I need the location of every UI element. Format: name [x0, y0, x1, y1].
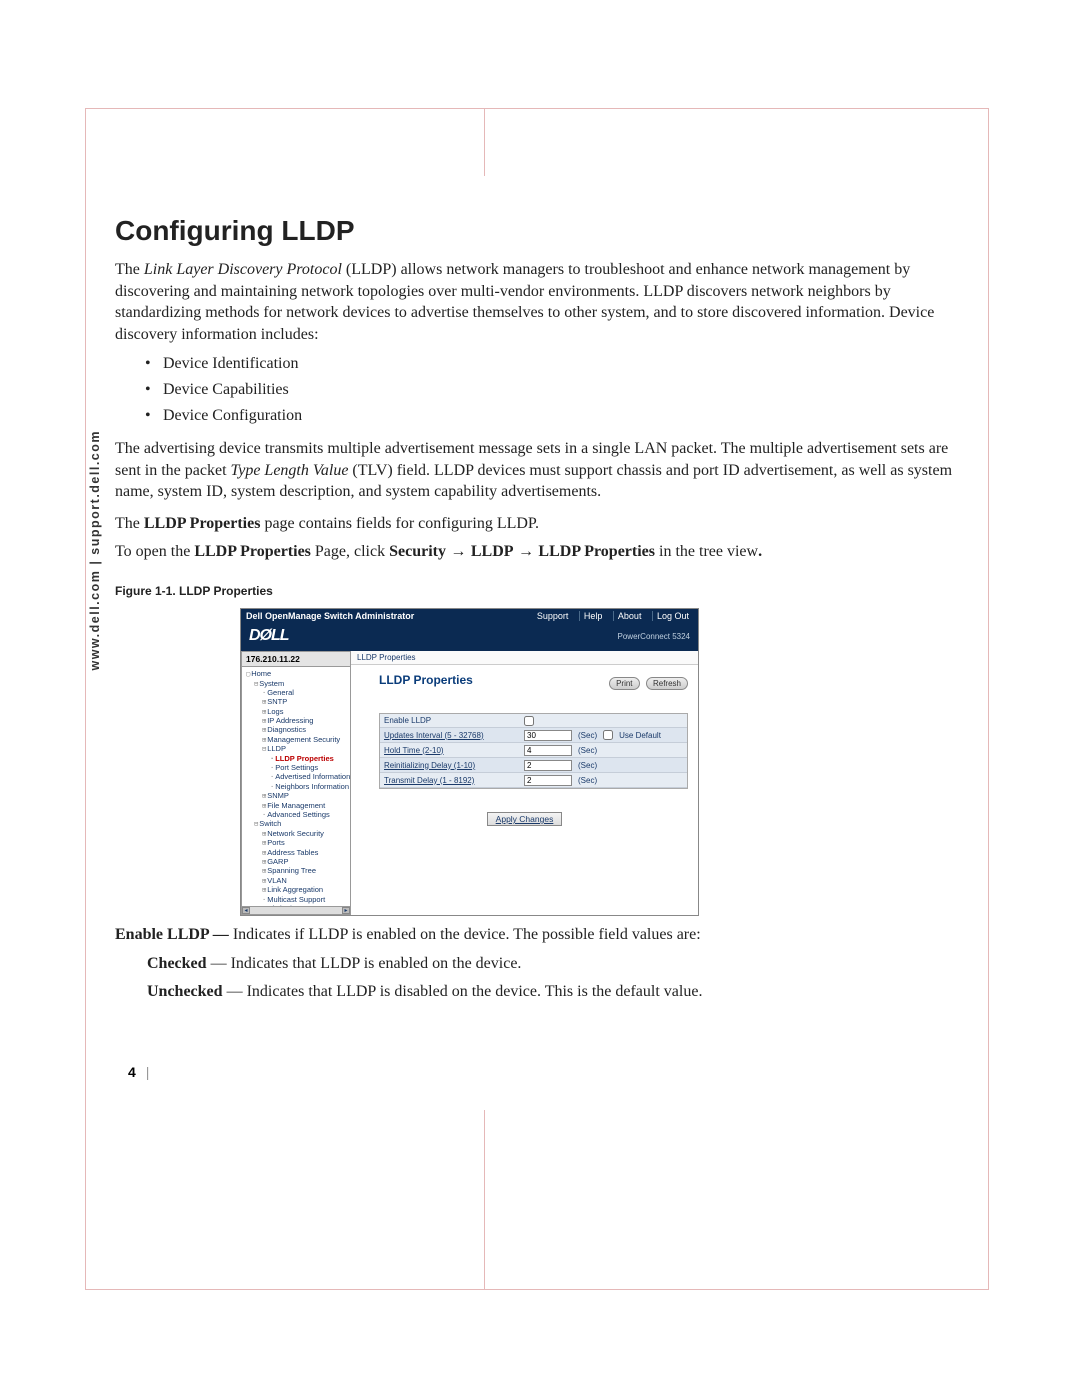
page-content: Configuring LLDP The Link Layer Discover…	[115, 215, 975, 1003]
tree-item[interactable]: ⊞VLAN	[246, 876, 348, 885]
lldp-screenshot: Dell OpenManage Switch Administrator Sup…	[240, 608, 699, 916]
row-hold: Hold Time (2-10) (Sec)	[380, 743, 687, 758]
updates-unit: (Sec)	[578, 731, 597, 740]
label-reinit: Reinitializing Delay (1-10)	[384, 761, 524, 770]
label-transmit: Transmit Delay (1 - 8192)	[384, 776, 524, 785]
def-checked: Checked — Indicates that LLDP is enabled…	[147, 953, 975, 975]
figure-caption: Figure 1-1. LLDP Properties	[115, 584, 975, 598]
tree-item[interactable]: ·Advanced Settings	[246, 810, 348, 819]
updates-input[interactable]	[524, 730, 572, 741]
tree-item[interactable]: ⊞Management Security	[246, 735, 348, 744]
tree-item[interactable]: ⊞Logs	[246, 707, 348, 716]
tree-scrollbar[interactable]: ◂▸	[242, 906, 350, 914]
def-enable: Enable LLDP — Indicates if LLDP is enabl…	[115, 924, 975, 946]
label-hold: Hold Time (2-10)	[384, 746, 524, 755]
top-crop-mark	[484, 108, 485, 176]
tree-item[interactable]: ⊞GARP	[246, 857, 348, 866]
tree-item[interactable]: ·Multicast Support	[246, 895, 348, 904]
label-enable: Enable LLDP	[384, 716, 524, 725]
print-button[interactable]: Print	[609, 677, 639, 690]
panel-header: LLDP Properties Print Refresh	[351, 665, 698, 695]
paragraph-nav: To open the LLDP Properties Page, click …	[115, 541, 975, 563]
apply-changes-button[interactable]: Apply Changes	[487, 812, 563, 826]
transmit-input[interactable]	[524, 775, 572, 786]
bottom-crop-mark	[484, 1110, 485, 1290]
row-enable-lldp: Enable LLDP	[380, 714, 687, 728]
tree-item[interactable]: ·General	[246, 688, 348, 697]
tree-item[interactable]: ▢Home	[246, 669, 348, 678]
nav-tree: 176.210.11.22 ▢Home⊟System·General⊞SNTP⊞…	[241, 651, 351, 915]
sidebar-url: www.dell.com | support.dell.com	[88, 430, 102, 671]
breadcrumb: LLDP Properties	[351, 651, 698, 665]
panel-buttons: Print Refresh	[607, 673, 688, 691]
tree-item[interactable]: ·Advertised Information	[246, 772, 348, 781]
window-titlebar: Dell OpenManage Switch Administrator Sup…	[241, 609, 698, 623]
def-unchecked: Unchecked — Indicates that LLDP is disab…	[147, 981, 975, 1003]
tree-item[interactable]: ·LLDP Properties	[246, 754, 348, 763]
tree-item[interactable]: ·Port Settings	[246, 763, 348, 772]
apply-row: Apply Changes	[351, 809, 698, 827]
logo-row: DØLL PowerConnect 5324	[241, 623, 698, 651]
tree-item[interactable]: ⊞Link Aggregation	[246, 885, 348, 894]
use-default-checkbox[interactable]	[603, 730, 613, 740]
reinit-unit: (Sec)	[578, 761, 597, 770]
panel-title: LLDP Properties	[379, 673, 473, 687]
page-title: Configuring LLDP	[115, 215, 975, 247]
main-panel: LLDP Properties LLDP Properties Print Re…	[351, 651, 698, 915]
row-updates: Updates Interval (5 - 32768) (Sec) Use D…	[380, 728, 687, 743]
link-about[interactable]: About	[613, 611, 646, 621]
tree-item[interactable]: ⊟Switch	[246, 819, 348, 828]
ip-address: 176.210.11.22	[242, 652, 350, 667]
link-support[interactable]: Support	[533, 611, 573, 621]
tree-item[interactable]: ⊞SNMP	[246, 791, 348, 800]
header-links: Support Help About Log Out	[529, 611, 693, 621]
product-name: PowerConnect 5324	[618, 632, 691, 641]
enable-lldp-checkbox[interactable]	[524, 716, 534, 726]
row-reinit: Reinitializing Delay (1-10) (Sec)	[380, 758, 687, 773]
tree-item[interactable]: ⊞Spanning Tree	[246, 866, 348, 875]
form-table: Enable LLDP Updates Interval (5 - 32768)…	[379, 713, 688, 789]
list-item: Device Configuration	[145, 403, 975, 429]
transmit-unit: (Sec)	[578, 776, 597, 785]
tree-item[interactable]: ⊟System	[246, 679, 348, 688]
tree-item[interactable]: ⊟LLDP	[246, 744, 348, 753]
hold-unit: (Sec)	[578, 746, 597, 755]
tree-item[interactable]: ⊞Network Security	[246, 829, 348, 838]
tree-item[interactable]: ·Neighbors Information	[246, 782, 348, 791]
window-title: Dell OpenManage Switch Administrator	[246, 611, 414, 621]
paragraph-tlv: The advertising device transmits multipl…	[115, 438, 975, 503]
list-item: Device Capabilities	[145, 377, 975, 403]
paragraph-properties: The LLDP Properties page contains fields…	[115, 513, 975, 535]
list-item: Device Identification	[145, 351, 975, 377]
link-logout[interactable]: Log Out	[652, 611, 693, 621]
link-help[interactable]: Help	[579, 611, 607, 621]
page-number: 4|	[128, 1064, 149, 1080]
tree-item[interactable]: ⊞Diagnostics	[246, 725, 348, 734]
tree-item[interactable]: ⊞SNTP	[246, 697, 348, 706]
dell-logo: DØLL	[249, 627, 289, 645]
tree-item[interactable]: ⊞File Management	[246, 801, 348, 810]
tree-item[interactable]: ⊞IP Addressing	[246, 716, 348, 725]
hold-input[interactable]	[524, 745, 572, 756]
reinit-input[interactable]	[524, 760, 572, 771]
intro-paragraph: The Link Layer Discovery Protocol (LLDP)…	[115, 259, 975, 345]
label-updates: Updates Interval (5 - 32768)	[384, 731, 524, 740]
row-transmit: Transmit Delay (1 - 8192) (Sec)	[380, 773, 687, 788]
use-default-label: Use Default	[619, 731, 661, 740]
refresh-button[interactable]: Refresh	[646, 677, 688, 690]
tree-item[interactable]: ⊞Address Tables	[246, 848, 348, 857]
tree-item[interactable]: ⊞Ports	[246, 838, 348, 847]
tree-items: ▢Home⊟System·General⊞SNTP⊞Logs⊞IP Addres…	[242, 667, 350, 915]
screenshot-body: 176.210.11.22 ▢Home⊟System·General⊞SNTP⊞…	[241, 651, 698, 915]
bullet-list: Device Identification Device Capabilitie…	[145, 351, 975, 428]
